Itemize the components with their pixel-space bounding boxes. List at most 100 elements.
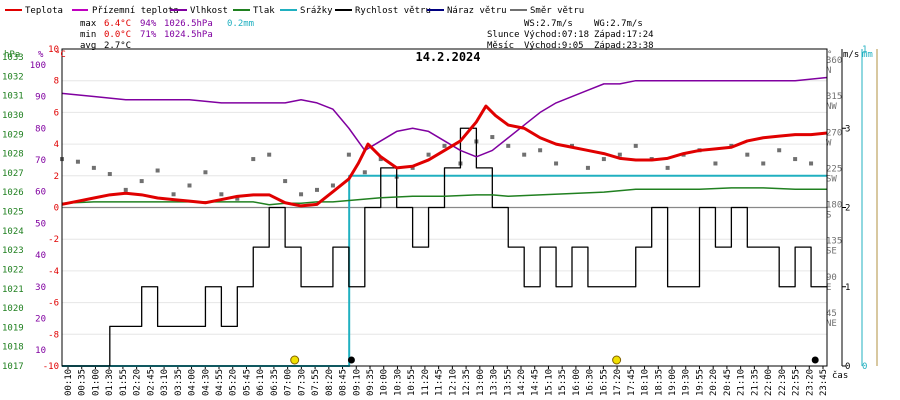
temp-tick-label: -10 — [43, 362, 59, 372]
x-tick-label: 04:30 — [201, 369, 211, 396]
info-block: WS:2.7m/s WG:2.7m/s Slunce Východ:07:18 … — [487, 19, 654, 51]
x-tick-label: 07:55 — [311, 369, 321, 396]
pct-tick-label: 80 — [35, 124, 46, 134]
wind-direction-point — [793, 157, 798, 162]
hpa-tick-label: 1017 — [2, 362, 24, 372]
sunrise-marker — [290, 355, 300, 365]
x-tick-label: 02:20 — [133, 369, 143, 396]
dir-tick-name: W — [826, 138, 832, 148]
wind-direction-point — [187, 183, 192, 188]
mm-tick-label: 0 — [862, 362, 867, 372]
wind-direction-point — [522, 152, 527, 157]
dir-tick-name: E — [826, 283, 831, 293]
x-tick-label: 16:30 — [586, 369, 596, 396]
legend-label-smer: Směr větru — [530, 6, 584, 16]
pct-tick-label: 10 — [35, 346, 46, 356]
moonrise-marker — [347, 356, 355, 364]
axis-label-pct: % — [38, 50, 44, 60]
left-axes: 1033103210311030102910281027102610251024… — [2, 45, 59, 372]
legend-label-srazky: Srážky — [300, 6, 333, 16]
stat-min-hum: 71% — [140, 30, 157, 40]
hpa-tick-label: 1027 — [2, 169, 24, 179]
x-tick-label: 22:00 — [764, 369, 774, 396]
temp-tick-label: 8 — [54, 77, 59, 87]
axis-label-time: čas — [832, 370, 848, 381]
axis-label-ms: m/s — [843, 50, 859, 60]
temperature-line — [61, 104, 828, 208]
x-tick-label: 08:20 — [325, 369, 335, 396]
wind-direction-point — [585, 165, 590, 170]
stat-min-pres: 1024.5hPa — [164, 30, 213, 40]
info-sun-set: Západ:17:24 — [594, 30, 654, 40]
x-tick-label: 02:45 — [146, 369, 156, 396]
x-tick-label: 11:45 — [435, 369, 445, 396]
x-tick-label: 13:30 — [490, 369, 500, 396]
hpa-tick-label: 1018 — [2, 343, 24, 353]
x-tick-label: 19:30 — [682, 369, 692, 396]
x-tick-label: 16:00 — [572, 369, 582, 396]
x-tick-label: 18:10 — [641, 369, 651, 396]
hpa-tick-label: 1031 — [2, 92, 24, 102]
wind-direction-point — [107, 172, 112, 177]
wind-direction-point — [538, 148, 543, 153]
wind-direction-point — [346, 152, 351, 157]
wind-direction-point — [235, 196, 240, 201]
x-tick-label: 21:35 — [750, 369, 760, 396]
temp-tick-label: -2 — [48, 235, 59, 245]
x-tick-label: 01:55 — [119, 369, 129, 396]
pct-tick-label: 90 — [35, 93, 46, 103]
stats-block: max 6.4°C 94% 1026.5hPa 0.2mm min 0.0°C … — [80, 19, 254, 51]
temp-tick-label: 2 — [54, 172, 59, 182]
dir-tick-deg: 45 — [826, 309, 837, 319]
x-tick-label: 21:10 — [737, 369, 747, 396]
x-tick-label: 14:45 — [531, 369, 541, 396]
x-tick-label: 17:20 — [613, 369, 623, 396]
hpa-tick-label: 1032 — [2, 72, 24, 82]
x-tick-label: 04:55 — [215, 369, 225, 396]
x-tick-label: 13:55 — [503, 369, 513, 396]
x-tick-label: 04:00 — [188, 369, 198, 396]
x-tick-label: 23:20 — [805, 369, 815, 396]
temp-tick-label: 10 — [48, 45, 59, 55]
x-tick-label: 12:35 — [462, 369, 472, 396]
x-tick-label: 07:00 — [284, 369, 294, 396]
x-tick-label: 06:35 — [270, 369, 280, 396]
wind-direction-point — [554, 161, 559, 166]
wind-direction-point — [123, 187, 128, 192]
temp-tick-label: 4 — [54, 140, 59, 150]
legend-label-rychlost: Rychlost větru — [355, 6, 431, 16]
x-tick-label: 12:10 — [448, 369, 458, 396]
info-sun-rise: Východ:07:18 — [524, 30, 589, 40]
moonset-marker — [811, 356, 819, 364]
hpa-tick-label: 1033 — [2, 53, 24, 63]
pct-tick-label: 100 — [30, 61, 46, 71]
legend-label-tlak: Tlak — [253, 6, 275, 16]
wind-direction-point — [75, 159, 80, 164]
dir-tick-name: S — [826, 211, 831, 221]
legend: Teplota Přízemní teplota Vlhkost Tlak Sr… — [5, 6, 584, 16]
wind-direction-point — [330, 183, 335, 188]
wind-direction-point — [203, 170, 208, 175]
temp-tick-label: -4 — [48, 267, 59, 277]
x-tick-label: 19:00 — [668, 369, 678, 396]
x-axis: 00:10 00:35 01:00 01:30 01:55 02:20 02:45 03:10… — [64, 366, 829, 396]
wind-direction-point — [745, 152, 750, 157]
ms-tick-label: 2 — [845, 204, 850, 214]
wind-direction-point — [91, 165, 96, 170]
x-tick-label: 16:55 — [599, 369, 609, 396]
axis-label-hpa: hPa — [4, 50, 20, 60]
info-moon-label: Měsíc — [487, 41, 514, 51]
ms-tick-label: 1 — [845, 283, 850, 293]
wind-direction-point — [777, 148, 782, 153]
dir-tick-name: SW — [826, 174, 837, 184]
pct-tick-label: 60 — [35, 188, 46, 198]
x-tick-label: 13:00 — [476, 369, 486, 396]
wind-direction-point — [761, 161, 766, 166]
wind-direction-point — [713, 161, 718, 166]
x-tick-label: 22:30 — [778, 369, 788, 396]
info-sun-label: Slunce — [487, 30, 520, 40]
pct-tick-label: 50 — [35, 219, 46, 229]
x-tick-label: 00:35 — [78, 369, 88, 396]
legend-label-vlhkost: Vlhkost — [190, 6, 228, 16]
wind-direction-point — [410, 165, 415, 170]
